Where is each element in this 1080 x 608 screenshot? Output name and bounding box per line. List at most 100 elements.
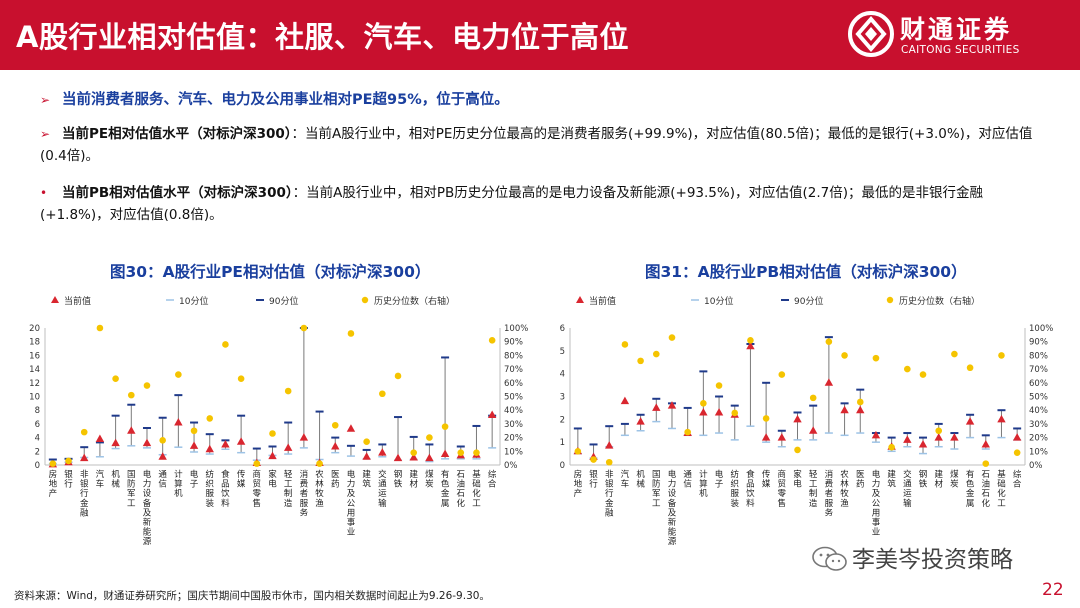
chart31-pct-point xyxy=(574,448,582,455)
chart31-ytick-right: 80% xyxy=(1029,351,1048,361)
chart30-ytick-left: 20 xyxy=(29,324,40,334)
chart31-pct-point xyxy=(684,428,691,436)
chart31-category-label: 医药 xyxy=(856,470,865,490)
chart31-legend-label-pct: 历史分位数（右轴） xyxy=(899,295,980,307)
chart30-category-label: 有色金属 xyxy=(441,469,450,509)
chart31-category-label: 交通运输 xyxy=(903,469,912,509)
chart30-category-label: 商贸零售 xyxy=(253,469,262,509)
chart31-pct-point xyxy=(856,398,864,406)
chart31-category-label: 国防军工 xyxy=(652,470,661,509)
chart30-current-mark xyxy=(80,453,89,462)
caitong-logo-icon xyxy=(848,11,894,57)
bullet-summary: ➢ 当前消费者服务、汽车、电力及公用事业相对PE超95%，位于高位。 xyxy=(40,89,1040,111)
chart31-current-mark xyxy=(761,433,771,441)
chart30-pct-point xyxy=(237,375,245,382)
chart30-pct-point xyxy=(363,438,370,446)
chart31-category-label: 非银行金融 xyxy=(605,469,614,518)
chart30-pct-point xyxy=(347,330,355,337)
bullet-pe-body: ：当前A股行业中，相对PE历史分位最高的是消费者服务(+99.9%)，对应估值(… xyxy=(40,126,1033,164)
chart30-ytick-right: 70% xyxy=(504,365,523,375)
chart30-current-mark xyxy=(189,441,199,449)
chart31-current-mark xyxy=(636,417,645,425)
chart30-category-label: 综合 xyxy=(488,469,497,490)
chart30-category-label: 非银行金融 xyxy=(80,469,89,518)
chart31-current-mark xyxy=(808,426,818,434)
chart31-category-label: 计算机 xyxy=(699,469,708,499)
chart30-ytick-left: 0 xyxy=(35,461,40,471)
bullet-pe-heading: 当前PE相对估值水平（对标沪深300） xyxy=(62,126,292,142)
chart31-pct-point xyxy=(998,352,1005,359)
source-note: 资料来源：Wind，财通证券研究所；国庆节期间中国股市休市，国内相关数据时间起止… xyxy=(14,590,490,602)
chart31-category-label: 建材 xyxy=(934,469,943,490)
arrow-bullet-icon: ➢ xyxy=(40,127,51,141)
chart31-current-mark xyxy=(934,433,943,441)
chart31-ytick-left: 6 xyxy=(560,324,565,334)
chart31-ytick-left: 5 xyxy=(560,347,565,357)
bullet-pb-heading: 当前PB相对估值水平（对标沪深300） xyxy=(62,185,293,201)
chart30-pct-point xyxy=(269,430,276,437)
chart30-ytick-right: 20% xyxy=(504,434,523,444)
chart30-ytick-right: 40% xyxy=(504,406,523,416)
chart30-pct-point xyxy=(473,449,480,456)
chart30-ytick-right: 30% xyxy=(504,420,523,430)
chart31-ytick-right: 100% xyxy=(1029,324,1053,334)
chart31-current-mark xyxy=(856,405,865,414)
chart30-pct-point xyxy=(127,391,135,399)
chart30-pct-point xyxy=(159,437,166,444)
chart31-legend-marker-pct xyxy=(886,296,894,304)
chart30-ytick-right: 90% xyxy=(504,338,523,348)
chart30-current-mark xyxy=(174,418,183,426)
chart31-category-label: 钢铁 xyxy=(919,469,928,490)
chart30-pct-point xyxy=(80,428,88,436)
chart31-category-label: 电力及公用事业 xyxy=(872,469,881,538)
chart30-current-mark xyxy=(299,433,309,441)
chart31-ytick-right: 70% xyxy=(1029,365,1048,375)
chart31-category-label: 银行 xyxy=(589,469,598,490)
chart31-category-label: 纺织服装 xyxy=(730,469,739,509)
chart30-ytick-right: 60% xyxy=(504,379,523,389)
logo-english-text: CAITONG SECURITIES xyxy=(901,44,1020,56)
chart31-pct-point xyxy=(731,409,739,417)
chart30-pct-point xyxy=(331,421,339,429)
chart30-pct-point xyxy=(441,423,449,430)
chart31-current-mark xyxy=(840,405,849,414)
chart30-legend-marker-current xyxy=(51,296,59,303)
logo-chinese-text: 财通证券 xyxy=(900,15,1013,44)
chart30-pct-point xyxy=(175,371,182,378)
chart31-category-label: 房地产 xyxy=(574,469,583,499)
chart30-category-label: 房地产 xyxy=(49,469,58,499)
chart30-category-label: 银行 xyxy=(64,469,73,490)
chart30-current-mark xyxy=(425,453,434,462)
chart31-pct-point xyxy=(715,382,723,389)
bullet-pe: ➢ 当前PE相对估值水平（对标沪深300）：当前A股行业中，相对PE历史分位最高的… xyxy=(40,123,1040,167)
chart30-category-label: 家电 xyxy=(268,469,277,490)
chart31-pct-point xyxy=(919,371,927,378)
chart31-legend-label-current: 当前值 xyxy=(589,295,616,307)
chart31-category-label: 有色金属 xyxy=(966,469,975,509)
chart30-category-label: 汽车 xyxy=(96,469,105,490)
chart30-legend-marker-pct xyxy=(361,296,369,304)
page-number: 22 xyxy=(1042,580,1064,600)
chart30-pe: 当前值 10分位 90分位 历史分位数（右轴） 0 2 4 6 8 10 12 14 16 18 20 0% 1… xyxy=(29,295,528,547)
chart31-category-label: 电力设备及新能源 xyxy=(668,469,677,547)
bullet-pb: • 当前PB相对估值水平（对标沪深300）：当前A股行业中，相对PB历史分位最高的… xyxy=(40,182,1040,226)
bullet-summary-text: 当前消费者服务、汽车、电力及公用事业相对PE超95%，位于高位。 xyxy=(62,92,509,108)
chart30-ytick-left: 8 xyxy=(35,406,40,416)
chart31-current-mark xyxy=(714,407,724,416)
chart31-pct-point xyxy=(605,458,613,466)
chart30-current-mark xyxy=(127,426,136,434)
chart31-pct-point xyxy=(778,371,786,378)
chart30-category-label: 建筑 xyxy=(362,469,371,490)
chart31-pct-point xyxy=(637,357,644,365)
chart31-current-mark xyxy=(918,439,928,448)
chart30-ytick-right: 80% xyxy=(504,351,523,361)
chart30-category-label: 机械 xyxy=(111,469,120,490)
chart30-current-mark xyxy=(268,451,277,460)
chart30-category-label: 农林牧渔 xyxy=(315,469,324,509)
chart31-category-label: 汽车 xyxy=(621,469,630,490)
chart30-current-mark xyxy=(346,424,356,432)
chart31-title: 图31：A股行业PB相对估值（对标沪深300） xyxy=(645,263,967,281)
chart31-current-mark xyxy=(793,414,802,423)
chart30-current-mark xyxy=(236,437,246,445)
chart31-ytick-left: 2 xyxy=(560,415,565,425)
